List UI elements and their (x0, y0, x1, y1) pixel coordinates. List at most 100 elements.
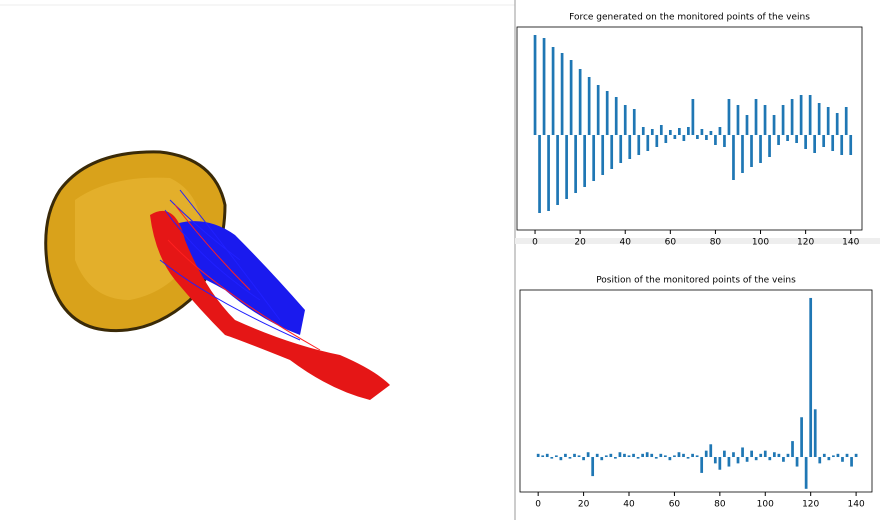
bar (669, 130, 672, 135)
bar (646, 452, 649, 457)
plot-window (515, 0, 880, 520)
bar (768, 457, 771, 460)
bar (778, 454, 781, 457)
bar (773, 452, 776, 457)
x-tick-label: 20 (574, 238, 586, 248)
bar (759, 454, 762, 457)
bar (574, 135, 577, 193)
bar (746, 115, 749, 135)
bar (818, 103, 821, 135)
bar (579, 69, 582, 135)
bar (705, 451, 708, 457)
x-tick-label: 0 (532, 238, 538, 248)
bar (569, 457, 572, 459)
bar (719, 127, 722, 135)
bar (827, 457, 830, 460)
bar (659, 454, 662, 457)
x-tick-label: 140 (842, 238, 859, 248)
bar (831, 135, 834, 151)
bar (728, 457, 731, 467)
bar (642, 127, 645, 135)
bar (714, 457, 717, 463)
x-tick-label: 20 (578, 500, 590, 510)
bar (782, 105, 785, 135)
bar (786, 135, 789, 141)
bar (550, 457, 553, 459)
bar (587, 452, 590, 457)
bar (646, 135, 649, 151)
bar (701, 129, 704, 135)
x-tick-label: 100 (752, 238, 769, 248)
x-tick-label: 100 (757, 500, 774, 510)
bar (850, 457, 853, 467)
bar (818, 457, 821, 463)
bar (632, 454, 635, 457)
bar (664, 135, 667, 143)
bar (591, 457, 594, 476)
bar (669, 457, 672, 460)
bar (655, 457, 658, 459)
bar (673, 455, 676, 457)
bar (837, 454, 840, 457)
bar (804, 135, 807, 149)
x-tick-label: 120 (797, 238, 814, 248)
bar (755, 99, 758, 135)
bar (846, 454, 849, 457)
bar (600, 457, 603, 460)
bar (573, 454, 576, 457)
bar (696, 455, 699, 457)
bar (796, 457, 799, 467)
x-tick-label: 80 (714, 500, 726, 510)
bar (624, 105, 627, 135)
bar (849, 135, 852, 155)
bar (678, 128, 681, 135)
bar (637, 135, 640, 155)
chart-title: Position of the monitored points of the … (596, 276, 796, 286)
bar (628, 455, 631, 457)
bar (822, 135, 825, 147)
bar (560, 457, 563, 460)
bar (601, 135, 604, 175)
bar (840, 135, 843, 155)
bar (570, 60, 573, 135)
screen: Force generated on the monitored points … (0, 0, 880, 520)
bar (606, 91, 609, 135)
bar (556, 135, 559, 205)
bar (800, 417, 803, 457)
bar (732, 452, 735, 457)
bar (619, 452, 622, 457)
bar (555, 455, 558, 457)
bar (578, 455, 581, 457)
bar (564, 454, 567, 457)
bar (696, 135, 699, 139)
bar (582, 457, 585, 460)
bar (588, 77, 591, 135)
bar (552, 47, 555, 135)
bar (805, 457, 808, 489)
bar (809, 95, 812, 135)
bar (682, 454, 685, 457)
bar (546, 454, 549, 457)
bar (795, 135, 798, 143)
bar (723, 135, 726, 147)
x-tick-label: 60 (669, 500, 681, 510)
bar (836, 113, 839, 135)
bar (800, 95, 803, 135)
bar (610, 135, 613, 169)
bar (637, 457, 640, 459)
x-tick-label: 0 (535, 500, 541, 510)
bar (605, 455, 608, 457)
bar (718, 457, 721, 470)
bar (710, 131, 713, 135)
bar (777, 135, 780, 145)
bar (755, 457, 758, 460)
bar (855, 454, 858, 457)
chart-title: Force generated on the monitored points … (569, 13, 810, 23)
bar (538, 135, 541, 213)
bar (565, 135, 568, 199)
x-tick-label: 60 (665, 238, 677, 248)
x-tick-label: 80 (710, 238, 722, 248)
bar (737, 457, 740, 463)
bar (596, 454, 599, 457)
bar (737, 105, 740, 135)
